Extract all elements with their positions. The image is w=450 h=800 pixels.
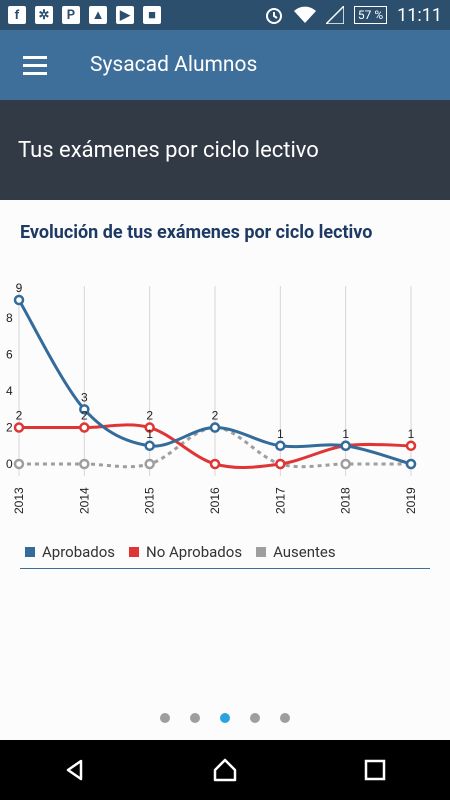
recents-icon[interactable] <box>345 740 405 800</box>
data-point <box>405 458 417 470</box>
x-tick-label: 2015 <box>143 487 157 514</box>
legend-label: Ausentes <box>273 543 336 561</box>
data-point <box>79 422 90 433</box>
x-tick-label: 2018 <box>339 487 353 514</box>
data-point <box>209 458 221 470</box>
data-label: 2 <box>212 409 219 423</box>
alarm-icon <box>265 8 282 24</box>
legend-divider <box>20 568 430 569</box>
page-dot[interactable] <box>190 713 200 723</box>
notification-icons: f ✲ P ▲ ▶ ■ <box>8 6 161 24</box>
data-label: 1 <box>408 427 415 441</box>
x-tick-label: 2016 <box>208 487 222 514</box>
legend-swatch <box>129 547 140 557</box>
menu-icon[interactable] <box>0 30 70 100</box>
legend-label: No Aprobados <box>146 543 243 561</box>
y-tick-label: 6 <box>6 348 13 362</box>
x-tick-label: 2017 <box>273 487 287 514</box>
data-label: 2 <box>16 409 23 423</box>
y-tick-label: 4 <box>6 384 13 398</box>
data-point <box>405 440 417 452</box>
data-point <box>144 458 155 470</box>
chart-card[interactable]: 0 2 4 6 8 2013 2014 2015 2016 2017 2018 2019 9 2 3 2 1 2 2… <box>0 200 450 740</box>
y-tick-label: 8 <box>6 311 13 325</box>
page-dot[interactable] <box>250 713 260 723</box>
facebook-icon: f <box>8 6 26 24</box>
pinterest-icon: P <box>62 6 80 24</box>
data-label: 1 <box>342 427 349 441</box>
data-point <box>275 440 286 452</box>
status-bar: f ✲ P ▲ ▶ ■ 57 % 11:11 <box>0 0 450 30</box>
data-label: 3 <box>81 390 88 404</box>
page-indicator[interactable] <box>0 713 450 723</box>
data-point <box>209 422 221 433</box>
gallery-icon: ▲ <box>89 6 107 24</box>
chart-title: Evolución de tus exámenes por ciclo lect… <box>20 222 373 243</box>
back-icon[interactable] <box>45 740 105 800</box>
home-icon[interactable] <box>195 740 255 800</box>
page-dot[interactable] <box>220 713 230 723</box>
wifi-icon <box>293 6 316 23</box>
data-label: 9 <box>16 281 23 295</box>
data-label: 2 <box>81 409 88 423</box>
app-title: Sysacad Alumnos <box>90 53 258 77</box>
x-tick-label: 2013 <box>12 487 26 514</box>
data-point <box>340 440 351 452</box>
y-tick-label: 0 <box>6 457 13 471</box>
signal-icon <box>325 6 344 24</box>
app-bar: Sysacad Alumnos <box>0 30 450 100</box>
chart-legend: Aprobados No Aprobados Ausentes <box>25 543 336 561</box>
youtube-icon: ▶ <box>116 6 134 24</box>
data-point <box>79 404 90 415</box>
legend-item[interactable]: No Aprobados <box>129 543 242 561</box>
data-point <box>275 458 286 470</box>
data-point <box>13 458 25 470</box>
x-tick-label: 2019 <box>404 487 418 514</box>
data-point <box>340 458 351 470</box>
x-tick-label: 2014 <box>77 487 91 514</box>
y-tick-label: 2 <box>6 421 13 435</box>
data-point <box>79 458 90 470</box>
battery-level: 57 % <box>353 6 388 24</box>
legend-swatch <box>25 547 35 557</box>
legend-item[interactable]: Ausentes <box>256 543 336 561</box>
data-label: 1 <box>277 427 284 441</box>
app-icon: ✲ <box>35 6 53 24</box>
clock: 11:11 <box>397 4 442 26</box>
data-point <box>13 422 25 433</box>
legend-label: Aprobados <box>42 543 116 561</box>
data-point <box>144 440 155 452</box>
page-title: Tus exámenes por ciclo lectivo <box>0 100 450 200</box>
page-dot[interactable] <box>280 713 290 723</box>
data-label: 2 <box>146 409 153 423</box>
navigation-bar <box>0 740 450 800</box>
legend-item[interactable]: Aprobados <box>25 543 115 561</box>
data-point <box>144 422 155 433</box>
data-label: 1 <box>146 427 153 441</box>
bookmark-icon: ■ <box>143 6 161 24</box>
data-point <box>13 294 25 306</box>
page-dot[interactable] <box>160 713 170 723</box>
legend-swatch <box>256 547 267 557</box>
system-icons: 57 % 11:11 <box>264 5 442 26</box>
